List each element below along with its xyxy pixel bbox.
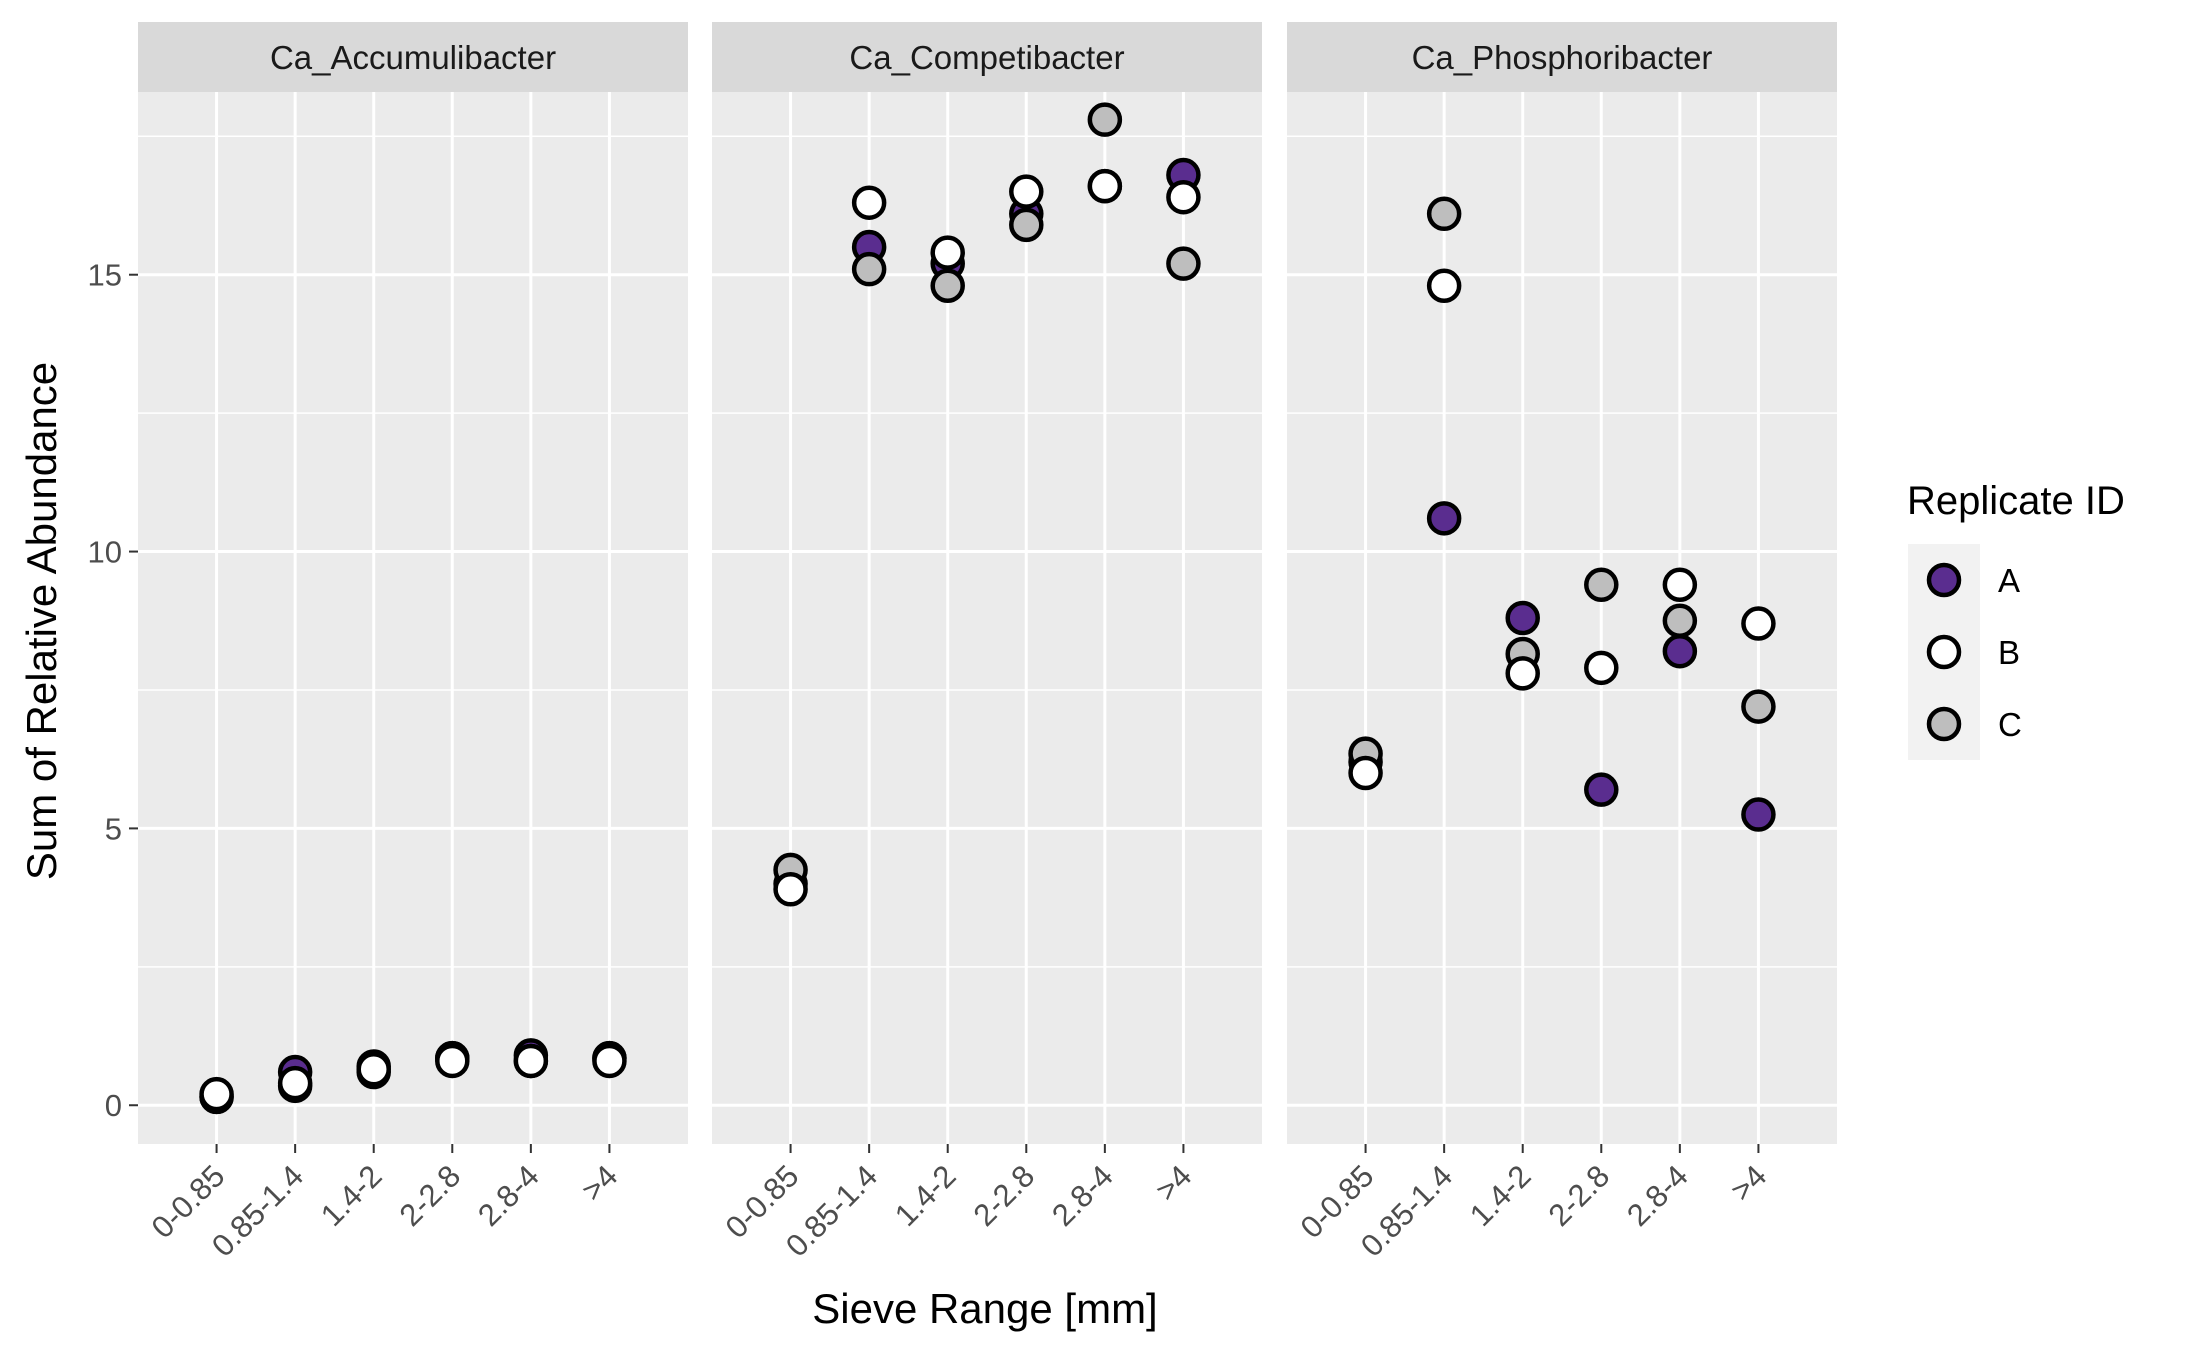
y-tick-label: 5 bbox=[105, 811, 122, 846]
data-point-A bbox=[1741, 797, 1776, 832]
y-tick-label: 10 bbox=[88, 535, 122, 570]
y-tick-label: 0 bbox=[105, 1088, 122, 1123]
x-tick-label: >4 bbox=[1724, 1158, 1774, 1208]
data-point-C bbox=[1741, 689, 1776, 724]
data-point-C bbox=[1662, 603, 1698, 639]
panel-background bbox=[138, 92, 688, 1144]
data-point-B bbox=[773, 872, 808, 907]
data-point-C bbox=[1087, 102, 1123, 137]
data-point-C bbox=[930, 268, 965, 304]
legend-key-A bbox=[1926, 562, 1962, 598]
legend-key-B bbox=[1926, 634, 1962, 670]
x-tick-label: 1.4-2 bbox=[888, 1158, 963, 1233]
facet-strip-label: Ca_Phosphoribacter bbox=[1412, 39, 1713, 76]
legend-title: Replicate ID bbox=[1907, 479, 2125, 523]
facet-strip bbox=[1287, 22, 1837, 92]
legend-label-A: A bbox=[1998, 562, 2020, 599]
data-point-C bbox=[1584, 567, 1619, 603]
data-point-B bbox=[1426, 268, 1462, 304]
x-tick-label: 1.4-2 bbox=[314, 1158, 389, 1233]
data-point-B bbox=[930, 235, 965, 270]
legend-label-C: C bbox=[1998, 706, 2022, 743]
x-tick-label: 2.8-4 bbox=[1045, 1158, 1120, 1233]
data-point-B bbox=[1087, 168, 1123, 204]
facet-strip bbox=[712, 22, 1262, 92]
facet-strip-label: Ca_Accumulibacter bbox=[270, 39, 556, 76]
x-tick-label: 2-2.8 bbox=[393, 1158, 468, 1233]
data-point-B bbox=[1584, 650, 1619, 686]
y-axis: 0 5 10 15 bbox=[88, 258, 138, 1123]
data-point-B bbox=[1166, 179, 1201, 215]
data-point-A bbox=[1584, 772, 1619, 807]
x-tick-label: 2.8-4 bbox=[471, 1158, 546, 1233]
x-axis-title: Sieve Range [mm] bbox=[812, 1285, 1157, 1332]
facet-strip bbox=[138, 22, 688, 92]
data-point-B bbox=[1662, 567, 1698, 603]
legend-key-C bbox=[1926, 706, 1962, 742]
x-tick-label: >4 bbox=[1149, 1158, 1199, 1208]
data-point-C bbox=[1166, 246, 1201, 281]
x-tick-label: 2-2.8 bbox=[1542, 1158, 1617, 1233]
data-point-B bbox=[435, 1043, 470, 1079]
data-point-B bbox=[1741, 606, 1776, 641]
data-point-B bbox=[199, 1076, 234, 1112]
data-point-A bbox=[1662, 633, 1698, 669]
data-point-B bbox=[592, 1043, 627, 1079]
facet-strip-label: Ca_Competibacter bbox=[849, 39, 1124, 76]
data-point-C bbox=[1426, 196, 1462, 232]
data-point-A bbox=[1505, 600, 1540, 636]
data-point-C bbox=[851, 251, 887, 287]
data-point-B bbox=[1009, 174, 1044, 209]
x-tick-label: 2-2.8 bbox=[967, 1158, 1042, 1233]
data-point-B bbox=[851, 185, 887, 220]
data-point-B bbox=[356, 1052, 391, 1087]
legend-label-B: B bbox=[1998, 634, 2020, 671]
data-point-B bbox=[1348, 755, 1383, 791]
x-tick-label: 1.4-2 bbox=[1463, 1158, 1538, 1233]
legend: Replicate ID ABC bbox=[1907, 479, 2125, 760]
x-tick-label: >4 bbox=[575, 1158, 625, 1208]
data-point-B bbox=[277, 1065, 313, 1101]
data-point-B bbox=[513, 1043, 549, 1079]
data-point-B bbox=[1505, 656, 1540, 691]
data-point-C bbox=[1009, 207, 1044, 243]
x-tick-label: 2.8-4 bbox=[1620, 1158, 1695, 1233]
data-point-A bbox=[1426, 501, 1462, 536]
y-axis-title: Sum of Relative Abundance bbox=[18, 362, 65, 880]
y-tick-label: 15 bbox=[88, 258, 122, 293]
